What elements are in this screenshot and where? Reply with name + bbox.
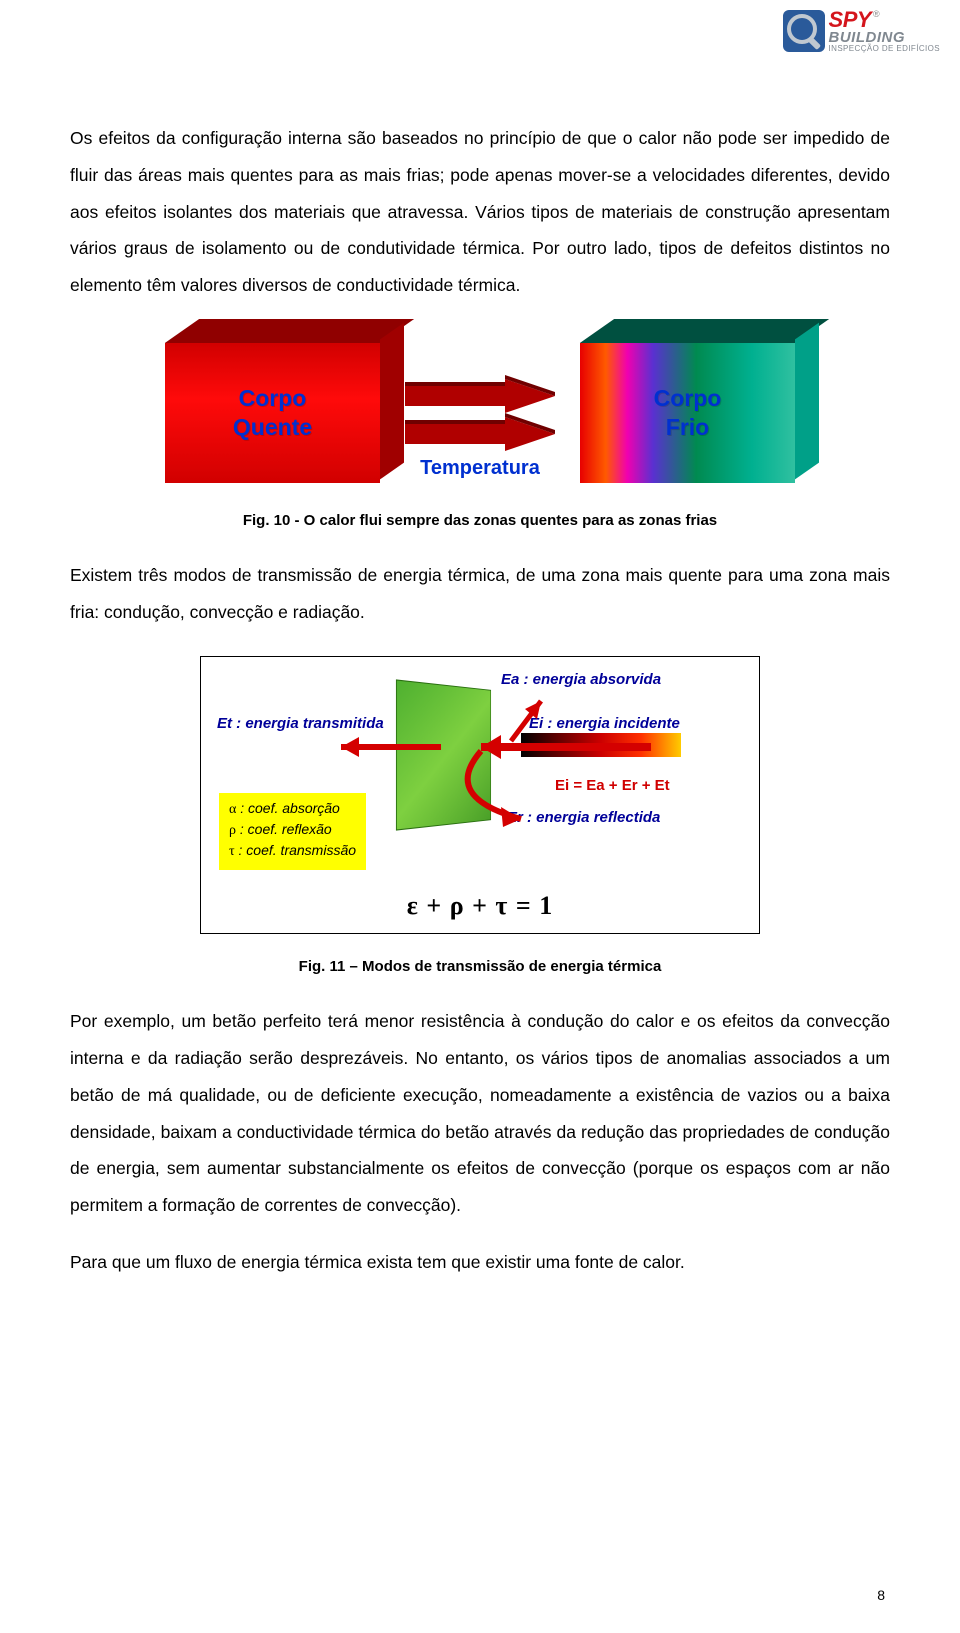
rho-symbol: ρ <box>229 823 236 838</box>
figure10-caption: Fig. 10 - O calor flui sempre das zonas … <box>70 512 890 529</box>
tau-text: : coef. transmissão <box>235 842 356 858</box>
temperature-arrows: Temperatura <box>380 338 580 488</box>
rho-text: : coef. reflexão <box>236 821 332 837</box>
hot-body-label-2: Quente <box>233 414 312 440</box>
paragraph-flux: Para que um fluxo de energia térmica exi… <box>70 1244 890 1281</box>
arrow-icon <box>405 417 555 447</box>
cold-body-label-2: Frio <box>666 414 709 440</box>
cold-body-label-1: Corpo <box>654 385 722 411</box>
paragraph-example: Por exemplo, um betão perfeito terá meno… <box>70 1003 890 1224</box>
label-ei: Ei : energia incidente <box>529 715 680 732</box>
equation-sum: ε + ρ + τ = 1 <box>219 891 741 921</box>
hot-body-box: Corpo Quente <box>165 343 380 483</box>
hot-body-label-1: Corpo <box>239 385 307 411</box>
page-number: 8 <box>877 1587 885 1603</box>
arrow-icon <box>405 379 555 409</box>
temperature-label: Temperatura <box>420 457 540 480</box>
logo-registered-icon: ® <box>873 9 880 19</box>
label-et: Et : energia transmitida <box>217 715 384 732</box>
figure11-caption: Fig. 11 – Modos de transmissão de energi… <box>70 958 890 975</box>
figure-heat-flow: Corpo Quente Temperatura Corpo Frio <box>135 338 825 488</box>
energy-arrows-icon <box>451 737 711 867</box>
cold-body-box: Corpo Frio <box>580 343 795 483</box>
logo-subtitle: INSPECÇÃO DE EDIFÍCIOS <box>829 45 940 53</box>
label-ea: Ea : energia absorvida <box>501 671 661 688</box>
magnifier-icon <box>783 10 825 52</box>
coefficients-box: α : coef. absorção ρ : coef. reflexão τ … <box>219 793 366 870</box>
paragraph-modes: Existem três modos de transmissão de ene… <box>70 557 890 631</box>
brand-logo: SPY® BUILDING INSPECÇÃO DE EDIFÍCIOS <box>783 10 940 53</box>
logo-text-building: BUILDING <box>829 31 940 45</box>
figure-energy-transmission: Ea : energia absorvida Et : energia tran… <box>200 656 760 934</box>
alpha-text: : coef. absorção <box>236 800 340 816</box>
paragraph-intro: Os efeitos da configuração interna são b… <box>70 120 890 304</box>
